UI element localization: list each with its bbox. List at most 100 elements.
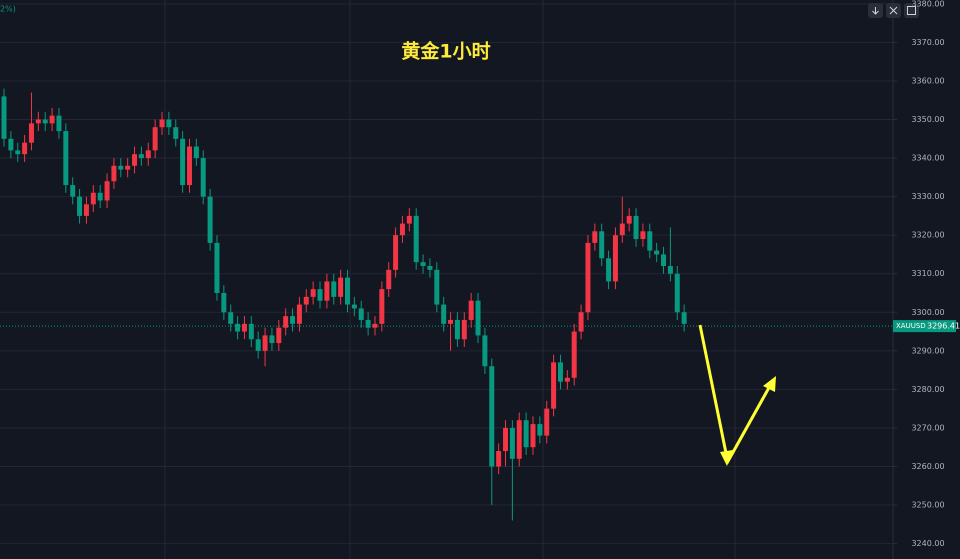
- candle-body: [571, 331, 577, 378]
- candle-body: [441, 304, 447, 324]
- icon: [872, 7, 879, 15]
- candle-body: [63, 131, 69, 186]
- candle-body: [578, 312, 584, 332]
- candle-body: [399, 223, 405, 236]
- candle-body: [228, 312, 234, 324]
- candle-body: [406, 215, 412, 224]
- candle-body: [372, 323, 378, 328]
- candle-body: [166, 119, 172, 128]
- corner-text: 2%): [0, 5, 16, 14]
- candle-body: [118, 165, 124, 170]
- candle-body: [159, 119, 165, 128]
- price-tag: XAUUSD 3296.41: [893, 320, 960, 333]
- candle-body: [248, 323, 254, 340]
- y-tick-label: 3370.00: [911, 38, 944, 47]
- candle-body: [681, 312, 687, 324]
- grid: [0, 3, 893, 545]
- candle-body: [1, 96, 7, 139]
- candle-body: [173, 127, 179, 139]
- candles: [1, 88, 687, 521]
- candle-body: [585, 242, 591, 313]
- candle-body: [138, 154, 144, 159]
- candle-body: [606, 258, 612, 282]
- candle-body: [619, 223, 625, 236]
- candle-body: [413, 215, 419, 263]
- candle-body: [186, 146, 192, 186]
- candle-body: [482, 335, 488, 367]
- candle-body: [434, 269, 440, 305]
- candle-body: [386, 269, 392, 290]
- candle-body: [15, 150, 21, 155]
- candle-body: [557, 362, 563, 382]
- candle-body: [152, 127, 158, 151]
- candle-body: [303, 296, 309, 305]
- y-tick-label: 3330.00: [911, 192, 944, 201]
- candle-body: [132, 154, 138, 166]
- candle-body: [290, 316, 296, 324]
- y-tick-label: 3310.00: [911, 269, 944, 278]
- candle-body: [379, 289, 385, 324]
- candle-body: [454, 319, 460, 340]
- candle-body: [317, 289, 323, 301]
- candle-body: [427, 266, 433, 270]
- arrow-head: [720, 450, 733, 466]
- candle-body: [503, 427, 509, 452]
- candle-body: [523, 420, 529, 448]
- y-tick-label: 3280.00: [911, 385, 944, 394]
- y-tick-label: 3380.00: [911, 0, 944, 8]
- candle-body: [654, 250, 660, 255]
- candle-body: [262, 335, 268, 351]
- y-tick-label: 3270.00: [911, 423, 944, 432]
- arrow-line: [725, 383, 773, 464]
- candle-body: [551, 362, 557, 409]
- candle-body: [90, 192, 96, 205]
- candle-body: [193, 146, 199, 159]
- candle-body: [475, 300, 481, 336]
- candle-body: [365, 319, 371, 328]
- candle-body: [269, 335, 275, 344]
- candle-body: [28, 123, 34, 143]
- candle-body: [345, 277, 350, 305]
- candle-body: [448, 319, 454, 324]
- candle-body: [221, 292, 227, 313]
- arrow-line: [698, 324, 729, 459]
- candle-body: [180, 138, 186, 186]
- candle-body: [296, 304, 302, 324]
- candle-body: [255, 339, 261, 351]
- candle-body: [516, 420, 522, 459]
- candle-body: [49, 115, 55, 124]
- candle-body: [35, 119, 41, 124]
- candle-body: [393, 235, 399, 270]
- candle-body: [674, 273, 680, 313]
- candle-body: [214, 242, 220, 293]
- icon: [907, 6, 916, 15]
- candle-body: [612, 235, 618, 282]
- candle-body: [489, 366, 495, 467]
- forecast-arrows: [698, 324, 776, 466]
- y-tick-label: 3320.00: [911, 231, 944, 240]
- y-tick-label: 3250.00: [911, 501, 944, 510]
- candle-body: [358, 308, 364, 320]
- symbol: XAUUSD: [896, 322, 926, 330]
- candle-body: [599, 231, 605, 259]
- price-tag-box: [893, 320, 956, 333]
- candle-body: [283, 316, 289, 328]
- candle-body: [544, 408, 550, 436]
- candle-body: [83, 204, 89, 216]
- candle-body: [592, 231, 598, 243]
- candle-body: [42, 119, 48, 124]
- candle-body: [104, 181, 110, 201]
- candle-body: [564, 377, 570, 382]
- candle-body: [235, 323, 241, 332]
- y-tick-label: 3360.00: [911, 76, 944, 85]
- candle-body: [200, 158, 206, 197]
- candle-body: [420, 262, 426, 267]
- candle-body: [22, 142, 28, 155]
- candle-body: [509, 427, 515, 459]
- candle-body: [496, 451, 502, 467]
- candle-body: [351, 304, 357, 309]
- candle-body: [331, 281, 337, 297]
- y-tick-label: 3240.00: [911, 539, 944, 548]
- candle-body: [97, 192, 103, 201]
